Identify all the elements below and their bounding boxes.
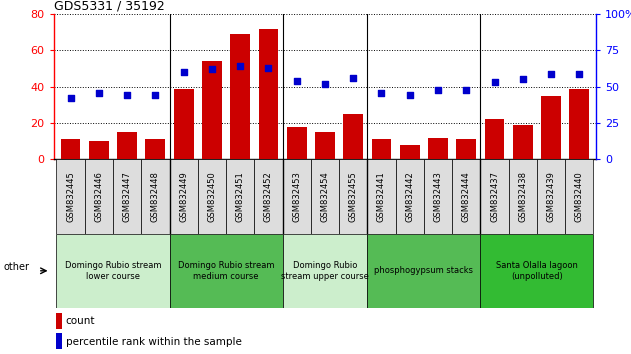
Bar xyxy=(372,139,391,159)
Bar xyxy=(428,137,448,159)
Text: GSM832449: GSM832449 xyxy=(179,171,188,222)
Bar xyxy=(117,132,137,159)
Text: GSM832451: GSM832451 xyxy=(235,171,245,222)
Point xyxy=(461,87,471,92)
Bar xyxy=(56,313,62,329)
Text: GSM832450: GSM832450 xyxy=(208,171,216,222)
Bar xyxy=(565,159,594,234)
Bar xyxy=(202,61,222,159)
Text: percentile rank within the sample: percentile rank within the sample xyxy=(66,337,242,347)
Bar xyxy=(254,159,283,234)
Point xyxy=(94,90,104,95)
Bar xyxy=(141,159,170,234)
Text: GSM832440: GSM832440 xyxy=(575,171,584,222)
Point xyxy=(433,87,443,92)
Bar xyxy=(339,159,367,234)
Bar xyxy=(230,34,250,159)
Bar xyxy=(424,159,452,234)
Text: GSM832448: GSM832448 xyxy=(151,171,160,222)
Text: GSM832447: GSM832447 xyxy=(122,171,132,222)
Point xyxy=(320,81,330,87)
Bar xyxy=(400,145,420,159)
Bar xyxy=(452,159,480,234)
Bar xyxy=(569,88,589,159)
Bar xyxy=(113,159,141,234)
Bar xyxy=(56,159,85,234)
Bar xyxy=(315,132,335,159)
Text: GSM832441: GSM832441 xyxy=(377,171,386,222)
Text: GSM832453: GSM832453 xyxy=(292,171,301,222)
Text: GSM832438: GSM832438 xyxy=(518,171,528,222)
Point xyxy=(263,65,273,71)
Bar xyxy=(259,29,278,159)
Bar xyxy=(56,333,62,349)
Point xyxy=(235,64,245,69)
Text: Domingo Rubio stream
medium course: Domingo Rubio stream medium course xyxy=(178,261,274,280)
Bar xyxy=(513,125,533,159)
Text: GDS5331 / 35192: GDS5331 / 35192 xyxy=(54,0,165,13)
Bar xyxy=(283,234,367,308)
Bar xyxy=(541,96,561,159)
Text: Santa Olalla lagoon
(unpolluted): Santa Olalla lagoon (unpolluted) xyxy=(496,261,578,280)
Point xyxy=(348,75,358,81)
Bar xyxy=(480,234,594,308)
Bar xyxy=(174,88,194,159)
Point xyxy=(150,93,160,98)
Point xyxy=(377,90,387,95)
Text: GSM832455: GSM832455 xyxy=(349,171,358,222)
Text: count: count xyxy=(66,316,95,326)
Text: Domingo Rubio
stream upper course: Domingo Rubio stream upper course xyxy=(281,261,369,280)
Bar xyxy=(537,159,565,234)
Bar xyxy=(89,141,109,159)
Point xyxy=(207,67,217,72)
Point xyxy=(574,71,584,76)
Text: GSM832444: GSM832444 xyxy=(462,171,471,222)
Text: other: other xyxy=(3,262,29,272)
Point xyxy=(292,78,302,84)
Bar xyxy=(343,114,363,159)
Bar xyxy=(170,234,283,308)
Bar xyxy=(367,159,396,234)
Text: GSM832446: GSM832446 xyxy=(95,171,103,222)
Text: phosphogypsum stacks: phosphogypsum stacks xyxy=(374,266,473,275)
Bar xyxy=(367,234,480,308)
Point xyxy=(518,77,528,82)
Point xyxy=(546,71,556,76)
Bar xyxy=(311,159,339,234)
Text: GSM832454: GSM832454 xyxy=(321,171,329,222)
Point xyxy=(490,80,500,85)
Text: Domingo Rubio stream
lower course: Domingo Rubio stream lower course xyxy=(65,261,162,280)
Bar xyxy=(456,139,476,159)
Bar xyxy=(509,159,537,234)
Text: GSM832443: GSM832443 xyxy=(433,171,442,222)
Point xyxy=(179,69,189,75)
Text: GSM832437: GSM832437 xyxy=(490,171,499,222)
Text: GSM832442: GSM832442 xyxy=(405,171,415,222)
Point xyxy=(122,93,132,98)
Bar xyxy=(56,234,170,308)
Text: GSM832452: GSM832452 xyxy=(264,171,273,222)
Bar xyxy=(146,139,165,159)
Bar xyxy=(85,159,113,234)
Bar xyxy=(485,119,504,159)
Bar xyxy=(61,139,81,159)
Bar xyxy=(396,159,424,234)
Bar xyxy=(283,159,311,234)
Text: GSM832439: GSM832439 xyxy=(546,171,555,222)
Bar xyxy=(287,127,307,159)
Point xyxy=(404,93,415,98)
Bar xyxy=(198,159,226,234)
Text: GSM832445: GSM832445 xyxy=(66,171,75,222)
Bar xyxy=(170,159,198,234)
Bar xyxy=(226,159,254,234)
Point xyxy=(66,96,76,101)
Bar xyxy=(480,159,509,234)
